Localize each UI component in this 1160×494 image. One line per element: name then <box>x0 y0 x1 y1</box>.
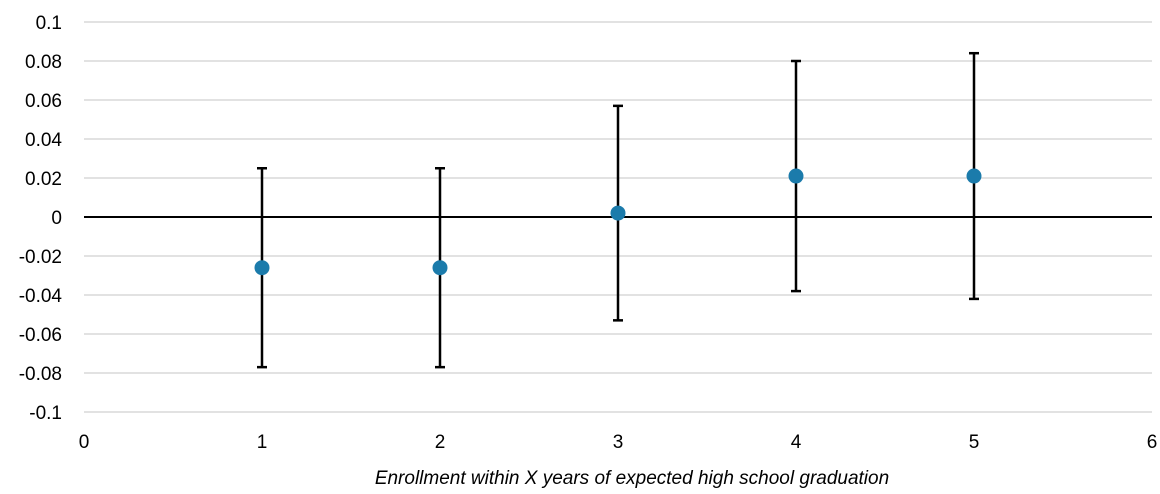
x-tick-label: 5 <box>969 432 980 453</box>
x-tick-label: 6 <box>1147 432 1158 453</box>
data-point <box>254 260 270 276</box>
y-tick-label: -0.08 <box>19 364 62 385</box>
x-tick-label: 4 <box>791 432 802 453</box>
y-tick-label: 0.06 <box>25 91 62 112</box>
y-tick-label: 0.1 <box>36 13 62 34</box>
y-tick-label: 0.08 <box>25 52 62 73</box>
y-tick-label: -0.1 <box>29 403 62 424</box>
data-point <box>966 168 982 184</box>
y-tick-label: 0.04 <box>25 130 62 151</box>
y-tick-label: 0 <box>51 208 62 229</box>
x-axis-title: Enrollment within X years of expected hi… <box>375 468 889 489</box>
y-tick-label: -0.06 <box>19 325 62 346</box>
data-point <box>432 260 448 276</box>
y-tick-label: -0.04 <box>19 286 63 307</box>
y-tick-label: 0.02 <box>25 169 62 190</box>
x-tick-label: 3 <box>613 432 624 453</box>
data-point <box>788 168 804 184</box>
data-points <box>254 168 982 276</box>
y-axis-tick-labels: 0.1 0.08 0.06 0.04 0.02 0 -0.02 -0.04 -0.06 -0.08… <box>19 13 63 424</box>
x-tick-label: 1 <box>257 432 268 453</box>
y-tick-label: -0.02 <box>19 247 62 268</box>
x-tick-label: 2 <box>435 432 446 453</box>
x-tick-label: 0 <box>79 432 90 453</box>
data-point <box>610 205 626 221</box>
x-axis-tick-labels: 0 1 2 3 4 5 6 <box>79 432 1158 453</box>
